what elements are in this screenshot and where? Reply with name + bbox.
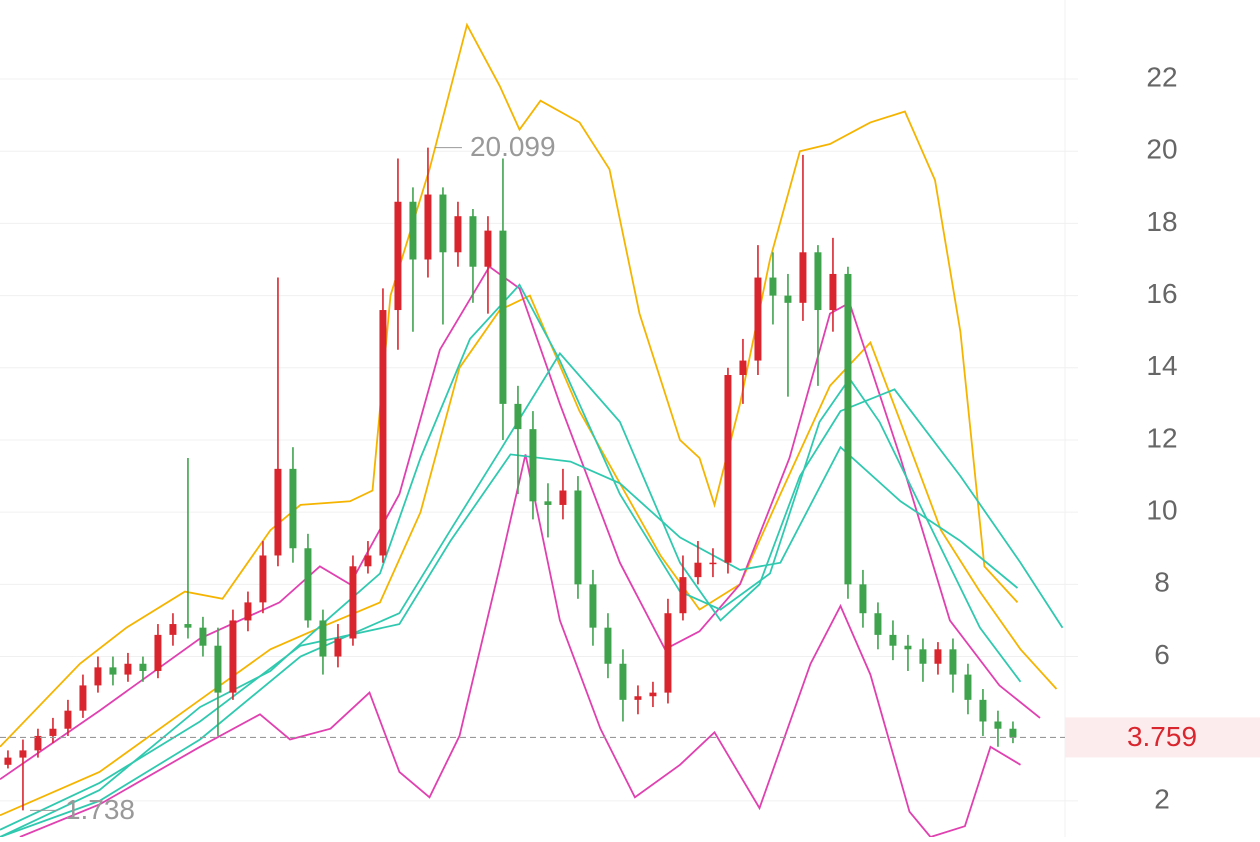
candle-body — [514, 403, 522, 430]
candle-body — [424, 194, 432, 260]
candle-body — [949, 649, 957, 675]
y-tick-label: 2 — [1154, 783, 1170, 814]
candle-body — [454, 216, 462, 253]
y-tick-label: 10 — [1146, 495, 1177, 526]
indicator-line — [0, 351, 1064, 837]
candle-body — [439, 194, 447, 253]
candle-body — [199, 627, 207, 646]
candle-body — [379, 310, 387, 556]
candle-body — [394, 201, 402, 311]
candle-body — [289, 468, 297, 549]
y-axis: 2 6 8 10 12 14 16 18 20 22 — [1146, 61, 1177, 814]
y-tick-label: 18 — [1146, 206, 1177, 237]
candle-body — [169, 624, 177, 635]
candle-body — [649, 692, 657, 697]
indicator-line — [0, 445, 1019, 831]
candle-body — [109, 667, 117, 675]
y-tick-label: 14 — [1146, 350, 1177, 381]
candle-body — [589, 584, 597, 628]
candle-body — [829, 273, 837, 311]
candle-body — [664, 613, 672, 693]
candle-body — [1009, 728, 1017, 738]
candle-body — [349, 566, 357, 639]
candle-body — [994, 721, 1002, 729]
candle-body — [274, 468, 282, 556]
y-tick-label: 6 — [1154, 639, 1170, 670]
candle-body — [79, 685, 87, 711]
candle-body — [469, 216, 477, 267]
candle-body — [334, 638, 342, 657]
min-label: 1.738 — [65, 794, 135, 825]
candle-body — [184, 624, 192, 628]
candle-body — [559, 490, 567, 505]
candle-body — [154, 634, 162, 671]
candle-body — [964, 674, 972, 700]
candle-body — [739, 360, 747, 376]
y-tick-label: 8 — [1154, 567, 1170, 598]
candle-body — [214, 645, 222, 693]
candle-body — [934, 649, 942, 664]
candle-body — [544, 501, 552, 505]
candle-body — [139, 663, 147, 671]
candle-body — [769, 277, 777, 296]
candle-body — [304, 548, 312, 621]
candle-body — [34, 735, 42, 751]
candle-body — [19, 750, 27, 758]
y-tick-label: 16 — [1146, 278, 1177, 309]
candle-body — [799, 252, 807, 303]
candle-body — [4, 757, 12, 765]
candle-body — [724, 375, 732, 563]
candle-body — [694, 562, 702, 578]
candle-body — [754, 277, 762, 361]
candle-body — [604, 627, 612, 664]
candle-body — [64, 710, 72, 729]
grid — [0, 78, 1078, 802]
y-tick-label: 22 — [1146, 61, 1177, 92]
candle-body — [244, 602, 252, 621]
candle-body — [814, 252, 822, 311]
candle-body — [919, 649, 927, 664]
candle-body — [784, 295, 792, 303]
candle-body — [679, 577, 687, 614]
indicator-line — [0, 22, 1019, 748]
candle-body — [889, 634, 897, 646]
candle-body — [124, 663, 132, 675]
candle-body — [484, 230, 492, 267]
candle-body — [529, 429, 537, 502]
candle-body — [619, 663, 627, 700]
candle-body — [499, 230, 507, 404]
candle-body — [574, 490, 582, 585]
candle-body — [874, 613, 882, 635]
last-price-box — [1065, 717, 1260, 758]
plot-area — [0, 22, 1064, 837]
candle-body — [94, 667, 102, 686]
candle-body — [904, 645, 912, 650]
candle-body — [979, 699, 987, 722]
candle-body — [319, 620, 327, 657]
indicator-line — [19, 454, 1021, 837]
candle-body — [709, 562, 717, 565]
candle-body — [229, 620, 237, 693]
candle-body — [49, 728, 57, 736]
candle-body — [859, 584, 867, 614]
candle-body — [259, 555, 267, 603]
y-tick-label: 20 — [1146, 134, 1177, 165]
y-tick-label: 12 — [1146, 422, 1177, 453]
candle-body — [409, 201, 417, 260]
max-label: 20.099 — [470, 131, 556, 162]
indicator-line — [0, 294, 1058, 817]
indicator-line — [0, 265, 1041, 781]
candle-body — [364, 555, 372, 567]
candle-body — [634, 696, 642, 700]
last-price-label: 3.759 — [1127, 721, 1197, 752]
candle-body — [844, 273, 852, 585]
